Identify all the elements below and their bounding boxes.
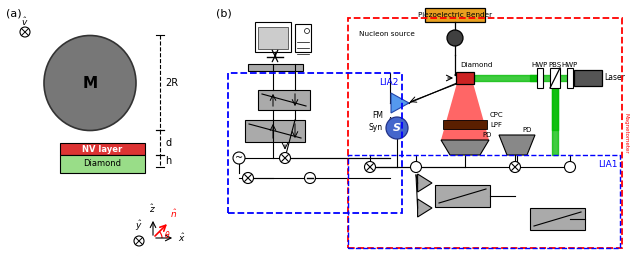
- Text: 2R: 2R: [165, 78, 178, 88]
- Text: NV layer: NV layer: [83, 144, 122, 154]
- Text: $\hat{v}$: $\hat{v}$: [21, 16, 29, 28]
- Text: h: h: [165, 156, 171, 166]
- Polygon shape: [418, 174, 432, 192]
- Text: $\hat{x}$: $\hat{x}$: [178, 232, 186, 244]
- Text: PBS: PBS: [548, 62, 562, 68]
- Circle shape: [565, 162, 575, 173]
- Text: LIA1: LIA1: [598, 160, 618, 169]
- Circle shape: [280, 153, 290, 164]
- Text: Amp: Amp: [388, 117, 406, 126]
- Bar: [456, 72, 474, 84]
- Text: HWP: HWP: [532, 62, 548, 68]
- Text: Piezoelectric Bender: Piezoelectric Bender: [418, 12, 492, 18]
- Text: (a): (a): [6, 8, 21, 18]
- Bar: [248, 64, 303, 71]
- Circle shape: [242, 173, 254, 184]
- Text: Syn: Syn: [369, 123, 383, 133]
- Text: (b): (b): [216, 8, 232, 18]
- Bar: [550, 68, 560, 88]
- Circle shape: [386, 117, 408, 139]
- Text: Diamond: Diamond: [83, 159, 122, 168]
- Ellipse shape: [44, 36, 136, 131]
- Polygon shape: [418, 199, 432, 217]
- Text: Nucleon source: Nucleon source: [359, 31, 415, 37]
- Text: FM: FM: [372, 112, 383, 121]
- Bar: [258, 90, 310, 110]
- Text: LIA2: LIA2: [380, 78, 399, 87]
- Bar: [425, 8, 485, 22]
- Bar: [258, 27, 288, 49]
- Bar: [443, 120, 487, 129]
- Bar: [60, 155, 145, 173]
- Text: $\hat{n}$: $\hat{n}$: [170, 207, 177, 220]
- Text: ~: ~: [235, 153, 243, 163]
- Text: CPC: CPC: [490, 112, 504, 118]
- Text: S: S: [393, 123, 401, 133]
- Text: LPF: LPF: [490, 122, 502, 128]
- Circle shape: [447, 30, 463, 46]
- Circle shape: [233, 152, 245, 164]
- Text: HWP: HWP: [562, 62, 578, 68]
- Polygon shape: [441, 83, 489, 140]
- Bar: [574, 70, 602, 86]
- Text: $\theta$: $\theta$: [164, 229, 170, 240]
- Text: Laser: Laser: [604, 73, 625, 82]
- Polygon shape: [391, 93, 409, 113]
- Text: M: M: [83, 76, 98, 91]
- Polygon shape: [441, 140, 489, 155]
- Bar: [537, 68, 543, 88]
- Text: $\hat{z}$: $\hat{z}$: [148, 202, 155, 215]
- Bar: [530, 208, 585, 230]
- Text: PD: PD: [482, 132, 492, 138]
- Bar: [60, 143, 145, 155]
- Text: $\hat{y}$: $\hat{y}$: [135, 218, 143, 233]
- Text: Ensemble-NV-Diamond
Magnetometer: Ensemble-NV-Diamond Magnetometer: [623, 101, 631, 165]
- Bar: [245, 120, 305, 142]
- Bar: [295, 24, 311, 52]
- Circle shape: [509, 162, 521, 173]
- Bar: [567, 68, 573, 88]
- Circle shape: [365, 162, 375, 173]
- Text: Diamond: Diamond: [460, 62, 493, 68]
- Text: PD: PD: [522, 127, 531, 133]
- Text: d: d: [165, 137, 171, 147]
- Polygon shape: [499, 135, 535, 155]
- Bar: [255, 22, 291, 52]
- Circle shape: [411, 162, 422, 173]
- Circle shape: [305, 173, 316, 184]
- Bar: [435, 185, 490, 207]
